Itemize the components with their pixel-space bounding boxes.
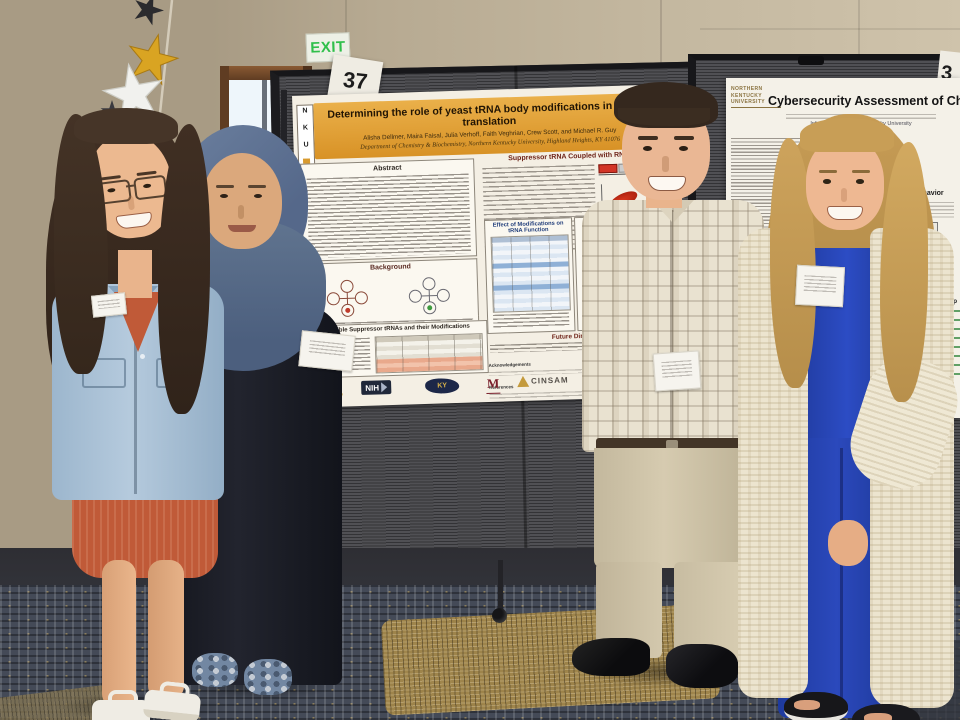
eye bbox=[643, 146, 652, 151]
miami-logo-rule bbox=[486, 392, 501, 395]
eyebrow bbox=[248, 185, 266, 188]
person-blue-jumpsuit-woman bbox=[730, 108, 960, 720]
caster-wheel bbox=[492, 608, 507, 623]
name-tag-text bbox=[97, 298, 121, 310]
name-tag-text bbox=[308, 340, 346, 358]
smile bbox=[648, 176, 686, 191]
glasses bbox=[133, 174, 168, 201]
eye bbox=[679, 146, 688, 151]
black-dress-shoe bbox=[572, 638, 650, 676]
hair-top bbox=[74, 108, 178, 144]
leg bbox=[102, 560, 136, 708]
right-poster-title: Cybersecurity Assessment of Cha bbox=[768, 94, 960, 108]
leg bbox=[148, 560, 184, 700]
modification-dot bbox=[427, 305, 433, 311]
eye bbox=[856, 179, 864, 184]
nih-logo-label: NIH bbox=[365, 382, 380, 393]
university-rule bbox=[731, 106, 781, 108]
eyebrow bbox=[674, 136, 694, 140]
board-clamp bbox=[798, 56, 824, 65]
exit-sign-label: EXIT bbox=[310, 38, 346, 57]
plaid-shirt bbox=[582, 200, 764, 452]
board-number-label: 37 bbox=[341, 66, 369, 95]
black-sandal bbox=[784, 692, 848, 720]
pant-crease bbox=[840, 448, 843, 708]
miami-logo-label: M bbox=[486, 375, 500, 392]
camo-flat-shoe bbox=[192, 653, 238, 687]
effect-section: Effect of Modifications on tRNA Function bbox=[483, 217, 576, 334]
toes bbox=[864, 713, 892, 720]
white-platform-sandal bbox=[142, 680, 202, 720]
effect-table bbox=[490, 234, 571, 313]
nih-chevron-icon bbox=[380, 382, 388, 393]
nose bbox=[662, 156, 669, 172]
name-tag-text bbox=[661, 359, 693, 379]
hair-fringe bbox=[618, 108, 710, 126]
ky-epscor-label: KY bbox=[437, 382, 448, 390]
belt bbox=[596, 438, 748, 451]
cinsam-triangle-icon bbox=[516, 375, 530, 388]
name-tag bbox=[794, 264, 846, 308]
nose bbox=[238, 205, 244, 219]
name-tag-text bbox=[803, 275, 837, 293]
suppressor-table bbox=[374, 333, 484, 374]
stand-pole bbox=[498, 560, 503, 615]
nih-logo: NIH bbox=[360, 380, 392, 395]
eyebrow bbox=[216, 185, 234, 188]
ky-epscor-logo: KY bbox=[424, 377, 460, 394]
blonde-hair-front bbox=[880, 142, 928, 402]
smile bbox=[228, 225, 256, 232]
neck bbox=[118, 250, 152, 298]
toes bbox=[794, 700, 820, 710]
nose bbox=[127, 195, 135, 211]
black-sandal bbox=[852, 704, 920, 720]
person-plaid-man bbox=[570, 82, 780, 692]
nku-letter: N bbox=[302, 107, 308, 115]
eye bbox=[823, 179, 831, 184]
effect-caption bbox=[492, 312, 570, 329]
camo-flat-shoe bbox=[244, 659, 292, 695]
khaki-pants bbox=[594, 448, 750, 568]
hand bbox=[828, 520, 868, 566]
denim-button bbox=[140, 354, 145, 359]
hair-part bbox=[800, 118, 894, 152]
nku-university-lockup: NORTHERN KENTUCKY UNIVERSITY bbox=[731, 86, 787, 108]
miami-logo: M bbox=[483, 375, 504, 396]
cinsam-label: CINSAM bbox=[530, 375, 569, 386]
trna-cloverleaf-diagram-icon bbox=[326, 277, 450, 317]
wall-seam bbox=[700, 28, 960, 30]
eyebrow bbox=[852, 170, 870, 173]
person-denim-woman bbox=[18, 108, 248, 720]
shirt-placket bbox=[670, 210, 673, 450]
eyebrow bbox=[819, 170, 837, 173]
university-name: NORTHERN KENTUCKY UNIVERSITY bbox=[731, 86, 766, 105]
name-tag bbox=[90, 292, 128, 318]
modification-dot bbox=[345, 307, 351, 313]
eye bbox=[220, 194, 228, 198]
belt-buckle bbox=[666, 440, 678, 449]
acknowledgements-heading: Acknowledgements bbox=[488, 361, 531, 368]
white-platform-sandal bbox=[92, 690, 150, 720]
dark-hair-front bbox=[158, 124, 210, 414]
eyebrow bbox=[638, 136, 658, 140]
name-tag bbox=[298, 330, 356, 372]
background-section: Background bbox=[303, 258, 480, 323]
eye bbox=[254, 194, 262, 198]
table-column-lines bbox=[375, 334, 483, 373]
sandal-strap bbox=[108, 690, 138, 706]
nose bbox=[841, 188, 847, 202]
face bbox=[202, 153, 282, 249]
name-tag bbox=[652, 350, 702, 392]
effect-table-columns bbox=[491, 235, 570, 312]
black-star-balloon-icon bbox=[129, 0, 168, 28]
smile bbox=[827, 206, 863, 220]
denim-seam bbox=[134, 308, 137, 494]
cinsam-logo: CINSAM bbox=[516, 374, 569, 388]
sandal-strap bbox=[158, 680, 191, 700]
black-dress-shoe bbox=[666, 644, 738, 688]
smile bbox=[115, 211, 153, 230]
